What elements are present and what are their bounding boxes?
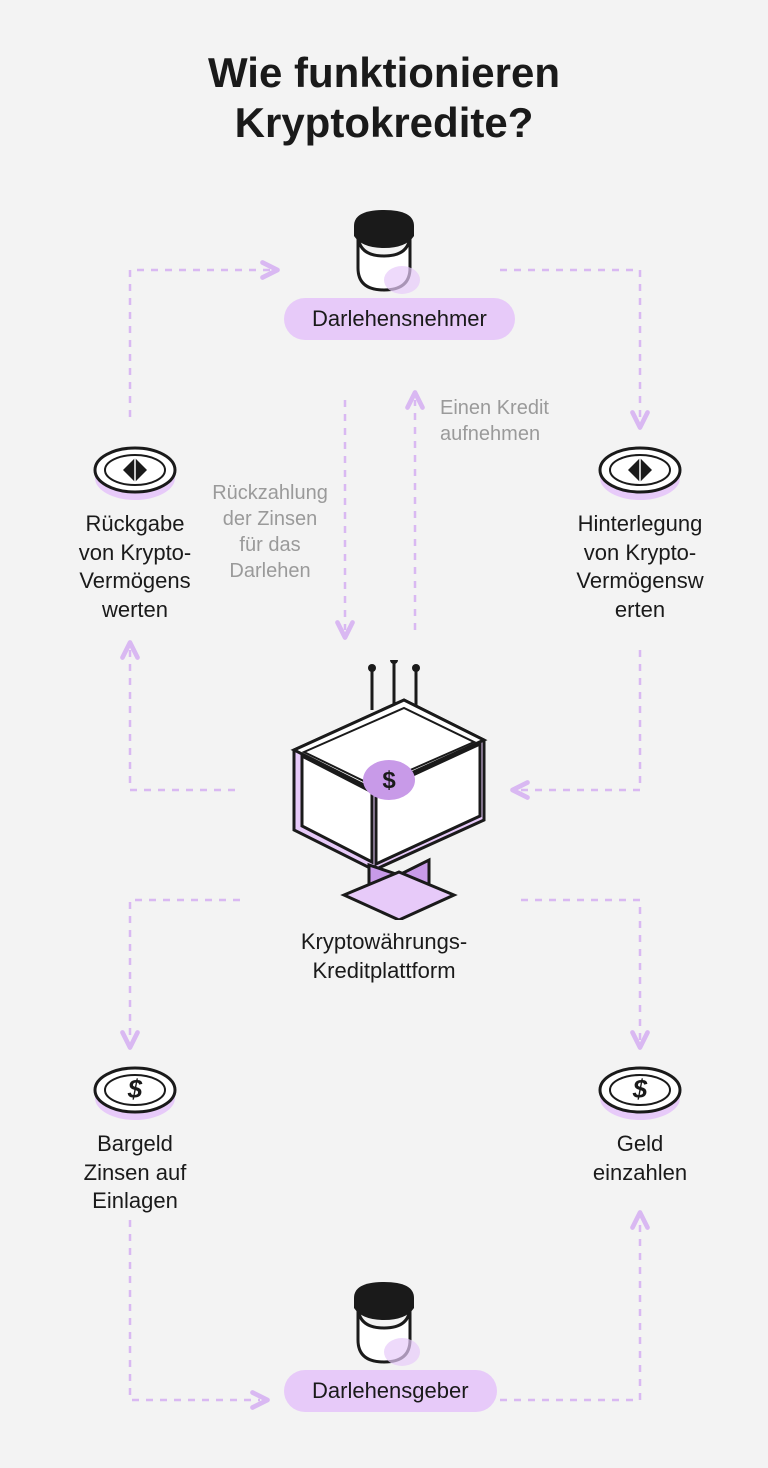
dollar-coin-icon: $ bbox=[85, 1050, 185, 1130]
platform-node: $ Kryptowährungs- Kreditplattform bbox=[244, 660, 524, 985]
dollar-coin-icon: $ bbox=[590, 1050, 690, 1130]
platform-caption: Kryptowährungs- Kreditplattform bbox=[244, 928, 524, 985]
return-crypto-node: Rückgabe von Krypto- Vermögens werten bbox=[60, 430, 210, 624]
svg-text:$: $ bbox=[382, 767, 396, 794]
return-crypto-caption: Rückgabe von Krypto- Vermögens werten bbox=[60, 510, 210, 624]
borrower-node: Darlehensnehmer bbox=[284, 198, 484, 340]
lender-pill: Darlehensgeber bbox=[284, 1370, 497, 1412]
title-line1: Wie funktionieren bbox=[208, 49, 560, 96]
deposit-money-node: $ Geld einzahlen bbox=[570, 1050, 710, 1187]
deposit-money-caption: Geld einzahlen bbox=[570, 1130, 710, 1187]
cash-interest-node: $ Bargeld Zinsen auf Einlagen bbox=[60, 1050, 210, 1216]
lender-node: Darlehensgeber bbox=[284, 1270, 484, 1412]
borrower-label: Darlehensnehmer bbox=[312, 306, 487, 331]
deposit-crypto-node: Hinterlegung von Krypto- Vermögensw erte… bbox=[560, 430, 720, 624]
cash-interest-caption: Bargeld Zinsen auf Einlagen bbox=[60, 1130, 210, 1216]
borrower-icon bbox=[334, 198, 434, 298]
borrower-pill: Darlehensnehmer bbox=[284, 298, 515, 340]
repay-text: Rückzahlung der Zinsen für das Darlehen bbox=[200, 480, 340, 584]
eth-coin-icon bbox=[85, 430, 185, 510]
svg-text:$: $ bbox=[127, 1074, 143, 1104]
title-line2: Kryptokredite? bbox=[235, 99, 534, 146]
page-title: Wie funktionieren Kryptokredite? bbox=[0, 0, 768, 149]
lender-label: Darlehensgeber bbox=[312, 1378, 469, 1403]
svg-text:$: $ bbox=[632, 1074, 648, 1104]
take-loan-text: Einen Kredit aufnehmen bbox=[440, 395, 610, 447]
monitor-icon: $ bbox=[254, 660, 514, 920]
lender-icon bbox=[334, 1270, 434, 1370]
deposit-crypto-caption: Hinterlegung von Krypto- Vermögensw erte… bbox=[560, 510, 720, 624]
